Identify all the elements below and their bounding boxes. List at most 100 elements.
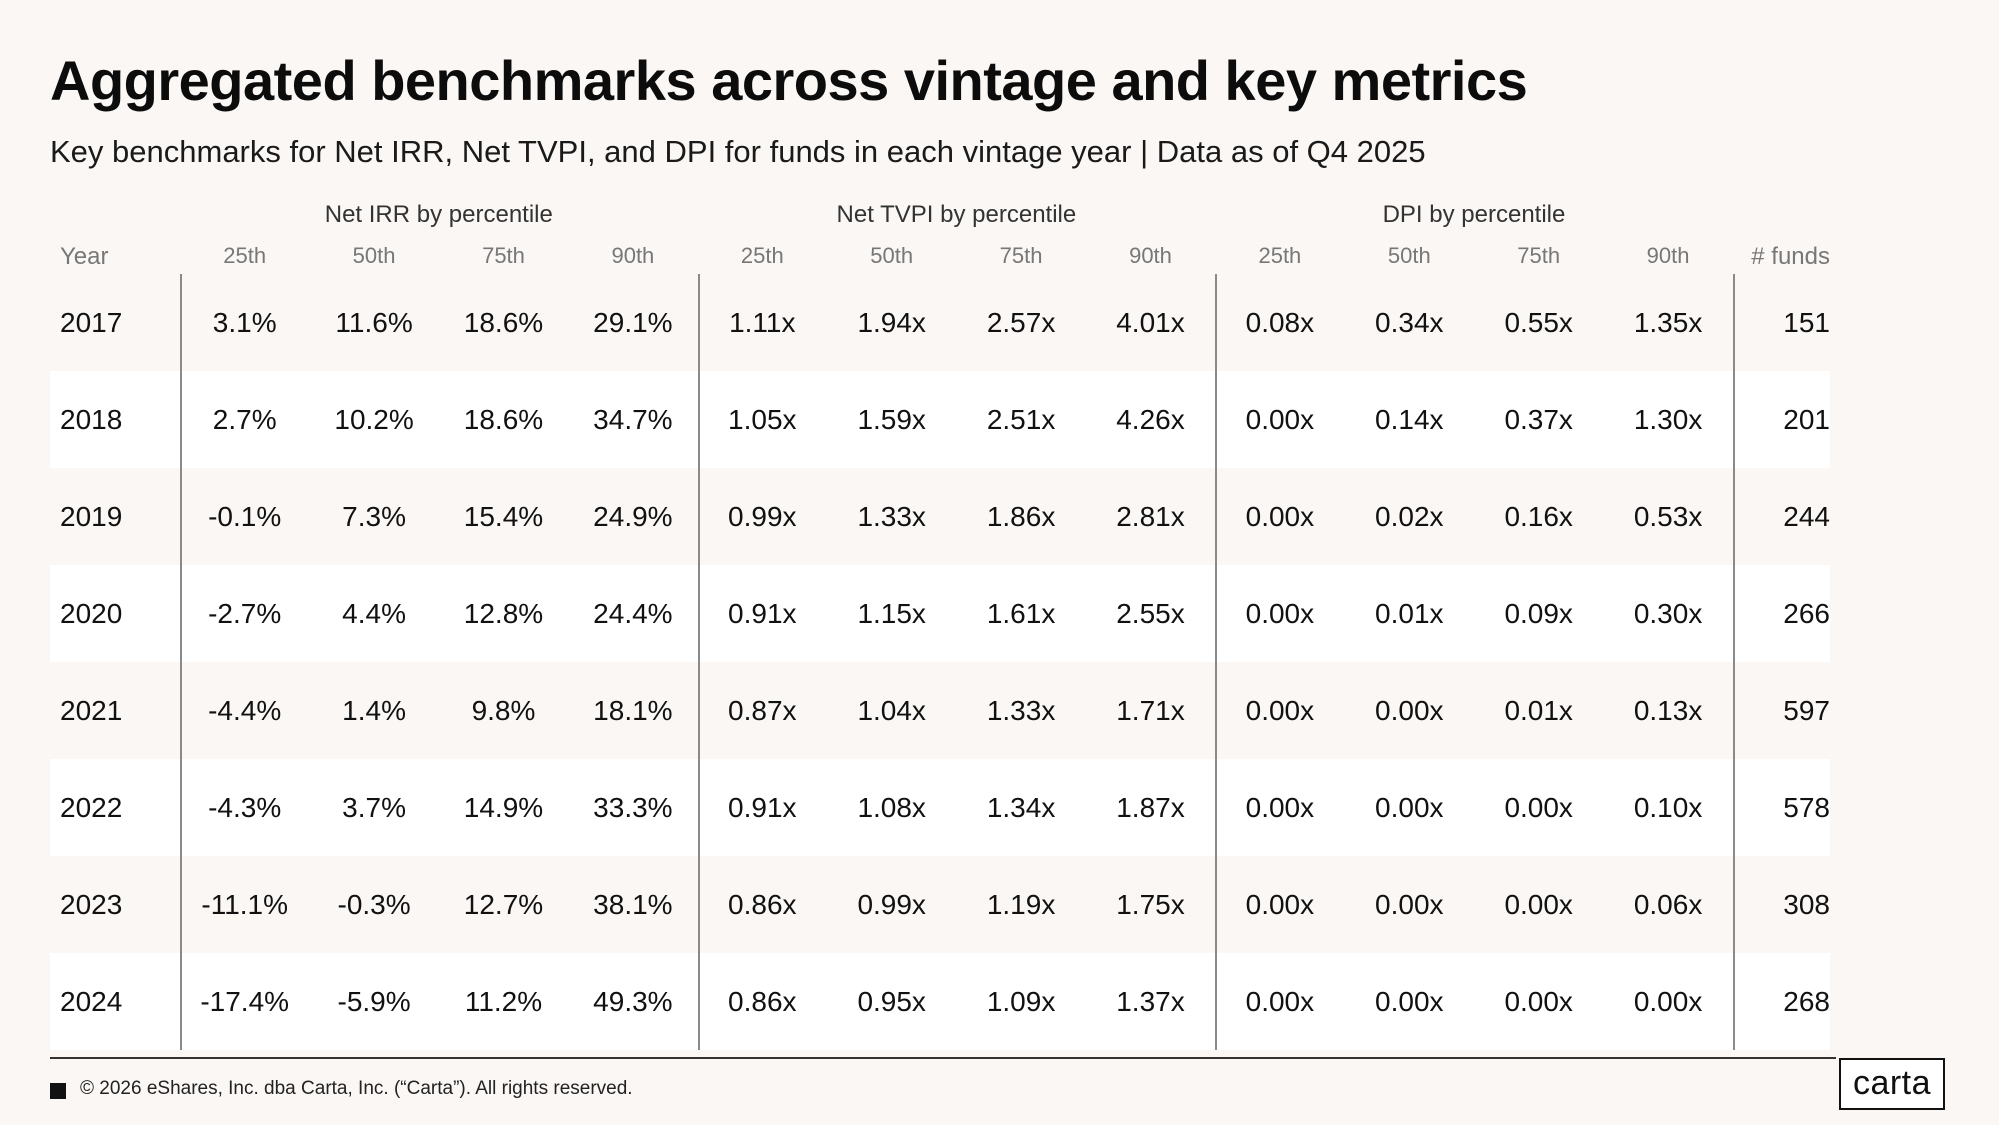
page-title: Aggregated benchmarks across vintage and… xyxy=(50,49,1528,112)
metric-cell: 24.9% xyxy=(593,501,673,532)
year-cell: 2019 xyxy=(60,501,123,532)
metric-cell: 4.4% xyxy=(342,598,406,629)
metric-cell: 12.7% xyxy=(463,889,544,920)
column-header: 75th xyxy=(999,243,1043,268)
metric-cell: -0.3% xyxy=(337,889,411,920)
fund-count-cell: 201 xyxy=(1783,404,1830,435)
column-header: 25th xyxy=(740,243,784,268)
metric-cell: 4.26x xyxy=(1116,404,1185,435)
metric-cell: 0.34x xyxy=(1375,307,1444,338)
footer-square-icon xyxy=(50,1083,66,1099)
metric-cell: 18.1% xyxy=(593,695,673,726)
metric-cell: 0.00x xyxy=(1375,889,1444,920)
metric-cell: 34.7% xyxy=(593,404,673,435)
metric-cell: 0.95x xyxy=(857,986,926,1017)
group-header-dpi: DPI by percentile xyxy=(1382,201,1566,228)
year-cell: 2017 xyxy=(60,307,123,338)
column-header: 25th xyxy=(1258,243,1302,268)
metric-cell: -5.9% xyxy=(337,986,411,1017)
metric-cell: 1.87x xyxy=(1116,792,1185,823)
metric-cell: 0.08x xyxy=(1245,307,1315,338)
group-header-net-tvpi: Net TVPI by percentile xyxy=(836,201,1077,228)
table-row xyxy=(50,371,1830,468)
column-header: 90th xyxy=(1646,243,1690,268)
metric-cell: 18.6% xyxy=(463,307,544,338)
year-cell: 2024 xyxy=(60,986,123,1017)
metric-cell: 0.00x xyxy=(1504,986,1573,1017)
metric-cell: 0.86x xyxy=(728,986,797,1017)
metric-cell: 0.00x xyxy=(1245,792,1315,823)
metric-cell: 14.9% xyxy=(463,792,544,823)
fund-count-cell: 268 xyxy=(1783,986,1830,1017)
metric-cell: 4.01x xyxy=(1116,307,1185,338)
metric-cell: 0.87x xyxy=(728,695,797,726)
metric-cell: 0.55x xyxy=(1504,307,1573,338)
column-header: 50th xyxy=(1387,243,1431,268)
table-row xyxy=(50,953,1830,1050)
metric-cell: 2.57x xyxy=(986,307,1056,338)
metric-cell: 29.1% xyxy=(593,307,673,338)
metric-cell: 0.01x xyxy=(1504,695,1573,726)
copyright-footer: © 2026 eShares, Inc. dba Carta, Inc. (“C… xyxy=(80,1078,633,1099)
metric-cell: 0.37x xyxy=(1504,404,1573,435)
metric-cell: 0.53x xyxy=(1633,501,1703,532)
metric-cell: 0.00x xyxy=(1633,986,1703,1017)
metric-cell: 0.10x xyxy=(1633,792,1703,823)
column-header-funds: # funds xyxy=(1751,243,1830,270)
metric-cell: 0.00x xyxy=(1245,889,1315,920)
group-header-net-irr: Net IRR by percentile xyxy=(324,201,553,228)
metric-cell: 0.00x xyxy=(1375,986,1444,1017)
metric-cell: 1.59x xyxy=(857,404,926,435)
metric-cell: 9.8% xyxy=(471,695,536,726)
year-cell: 2020 xyxy=(60,598,123,629)
year-cell: 2023 xyxy=(60,889,123,920)
fund-count-cell: 308 xyxy=(1783,889,1830,920)
metric-cell: 0.02x xyxy=(1375,501,1444,532)
column-header: 50th xyxy=(352,243,396,268)
metric-cell: 1.71x xyxy=(1116,695,1185,726)
metric-cell: 2.55x xyxy=(1116,598,1185,629)
metric-cell: 1.04x xyxy=(857,695,926,726)
metric-cell: -4.3% xyxy=(208,792,282,823)
metric-cell: 0.13x xyxy=(1633,695,1703,726)
metric-cell: 0.99x xyxy=(857,889,926,920)
metric-cell: 11.6% xyxy=(335,307,413,338)
metric-cell: 1.05x xyxy=(728,404,797,435)
metric-cell: 3.7% xyxy=(342,792,406,823)
metric-cell: 7.3% xyxy=(342,501,406,532)
metric-cell: 0.00x xyxy=(1245,598,1315,629)
column-header: 90th xyxy=(1129,243,1172,268)
metric-cell: 1.30x xyxy=(1633,404,1703,435)
group-divider xyxy=(698,274,700,1050)
page-subtitle: Key benchmarks for Net IRR, Net TVPI, an… xyxy=(50,134,1426,169)
metric-cell: 1.37x xyxy=(1116,986,1185,1017)
column-header-year: Year xyxy=(60,243,109,270)
metric-cell: 0.30x xyxy=(1633,598,1703,629)
metric-cell: 3.1% xyxy=(212,307,277,338)
table-bottom-rule xyxy=(50,1057,1836,1059)
metric-cell: 0.86x xyxy=(728,889,797,920)
metric-cell: 0.14x xyxy=(1375,404,1444,435)
fund-count-cell: 266 xyxy=(1783,598,1830,629)
metric-cell: 0.99x xyxy=(728,501,797,532)
metric-cell: 0.16x xyxy=(1504,501,1573,532)
metric-cell: 0.00x xyxy=(1245,695,1315,726)
metric-cell: 0.09x xyxy=(1504,598,1573,629)
metric-cell: 1.11x xyxy=(729,307,796,338)
group-divider xyxy=(1733,274,1735,1050)
carta-logo: carta xyxy=(1839,1058,1945,1110)
metric-cell: 2.81x xyxy=(1116,501,1185,532)
column-header: 90th xyxy=(611,243,655,268)
metric-cell: 1.19x xyxy=(986,889,1056,920)
metric-cell: 0.00x xyxy=(1245,986,1315,1017)
column-header: 50th xyxy=(870,243,914,268)
metric-cell: 38.1% xyxy=(593,889,673,920)
metric-cell: -4.4% xyxy=(208,695,282,726)
metric-cell: 1.75x xyxy=(1116,889,1185,920)
metric-cell: 0.00x xyxy=(1504,889,1573,920)
metric-cell: 1.08x xyxy=(857,792,926,823)
metric-cell: 0.91x xyxy=(728,792,797,823)
metric-cell: 0.00x xyxy=(1245,501,1315,532)
column-header: 25th xyxy=(223,243,267,268)
metric-cell: 15.4% xyxy=(463,501,544,532)
